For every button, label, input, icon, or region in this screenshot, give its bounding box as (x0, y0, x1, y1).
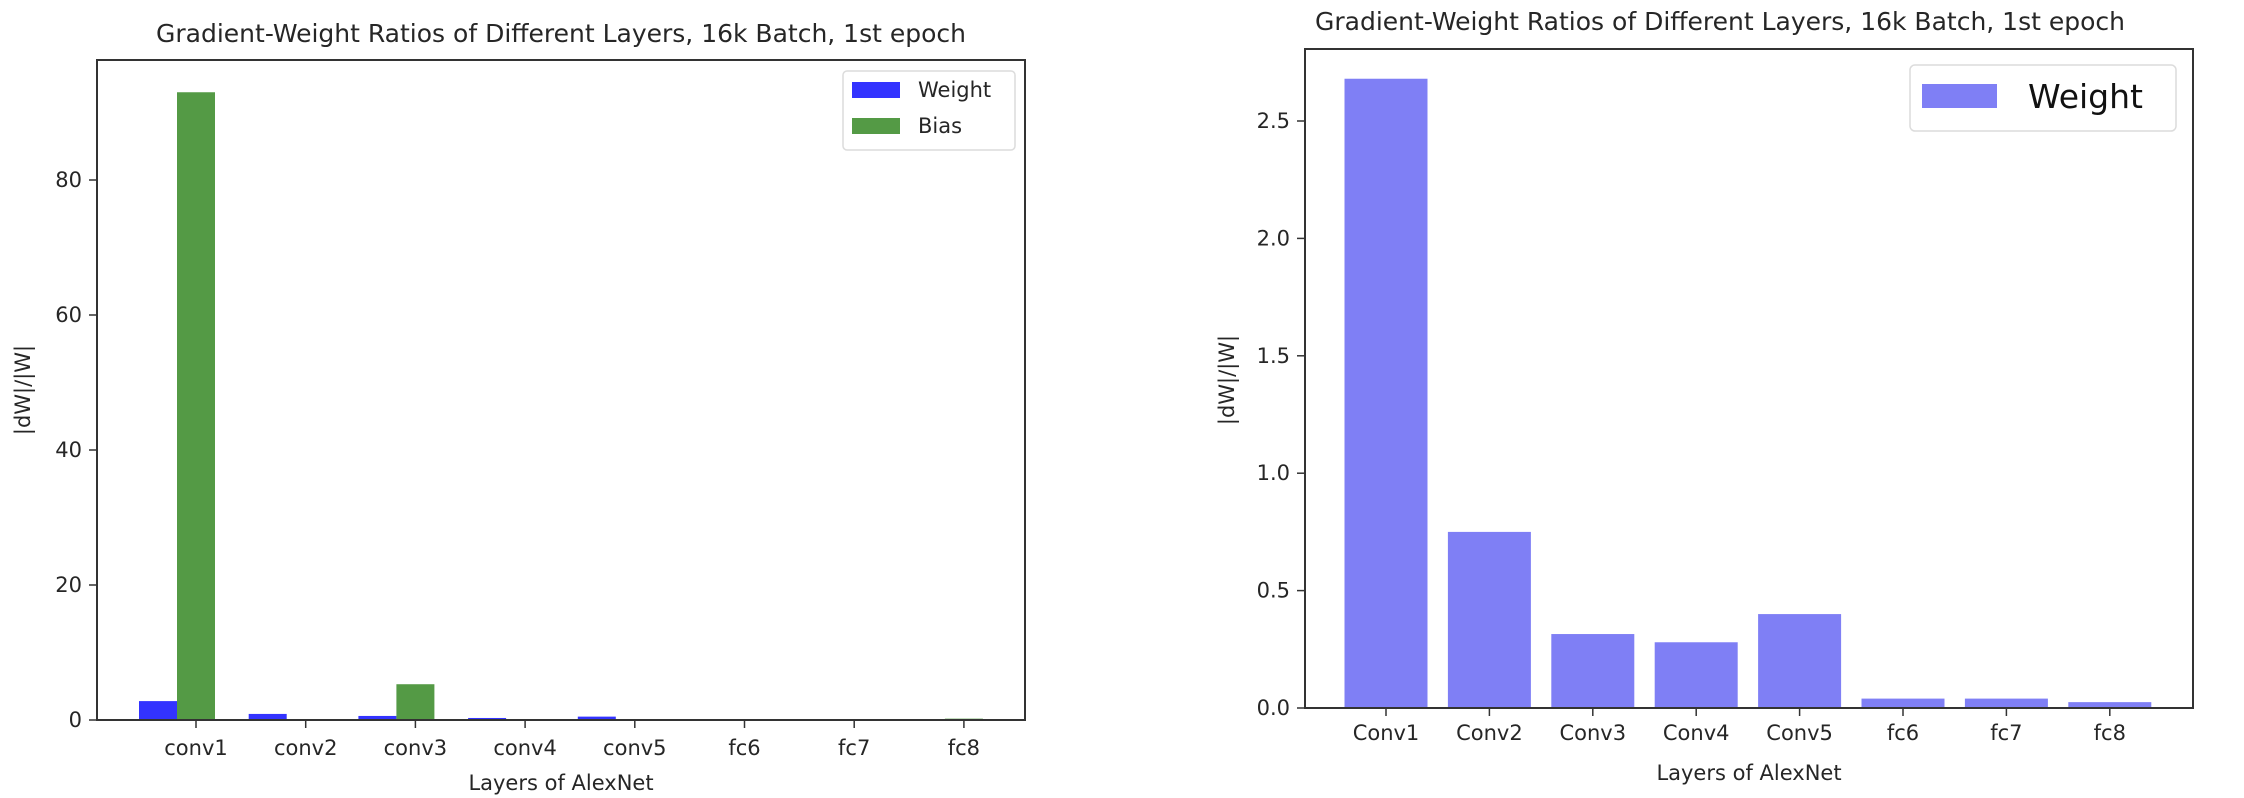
y-tick-label: 0.0 (1257, 696, 1290, 720)
right-legend-box (1909, 64, 2177, 132)
x-tick-label: fc7 (838, 736, 870, 760)
bar-weight-Conv2 (1447, 531, 1531, 708)
x-tick-label: Conv5 (1766, 721, 1833, 745)
bar-weight-conv4 (468, 717, 507, 720)
right-y-axis-label: |dW|/|W| (1215, 335, 1240, 425)
legend-swatch-weight (852, 82, 900, 98)
bar-weight-fc7 (1964, 698, 2048, 708)
bar-weight-conv2 (248, 713, 287, 720)
y-tick-label: 2.0 (1257, 226, 1290, 250)
x-tick-label: Conv4 (1663, 721, 1730, 745)
x-tick-label: conv2 (274, 736, 338, 760)
legend-swatch-bias (852, 118, 900, 134)
y-tick-label: 20 (55, 573, 82, 597)
x-tick-label: Conv3 (1559, 721, 1626, 745)
bar-weight-Conv4 (1654, 642, 1738, 708)
left-chart: Gradient-Weight Ratios of Different Laye… (11, 19, 1026, 795)
legend-label-bias: Bias (918, 114, 962, 138)
x-tick-label: Conv2 (1456, 721, 1523, 745)
left-y-axis-ticks: 0 20 40 60 80 (55, 168, 97, 732)
y-tick-label: 2.5 (1257, 109, 1290, 133)
bar-bias-conv1 (177, 92, 215, 720)
y-tick-label: 0.5 (1257, 579, 1290, 603)
x-tick-label: conv3 (384, 736, 448, 760)
x-tick-label: fc8 (948, 736, 980, 760)
left-x-axis-label: Layers of AlexNet (468, 771, 653, 795)
right-x-axis-ticks: Conv1 Conv2 Conv3 Conv4 Conv5 fc6 fc7 fc8 (1353, 708, 2126, 745)
y-tick-label: 40 (55, 438, 82, 462)
bar-weight-fc8 (2068, 702, 2152, 708)
x-tick-label: fc8 (2094, 721, 2126, 745)
x-tick-label: fc7 (1990, 721, 2022, 745)
left-legend: Weight Bias (842, 70, 1016, 151)
bar-weight-Conv1 (1344, 78, 1428, 708)
left-x-axis-ticks: conv1 conv2 conv3 conv4 conv5 fc6 fc7 fc8 (164, 720, 980, 760)
bar-bias-conv3 (396, 684, 435, 720)
right-bars (1344, 78, 2152, 708)
left-plot-frame (96, 59, 1026, 721)
right-chart: Gradient-Weight Ratios of Different Laye… (1215, 7, 2194, 785)
bar-weight-conv1 (139, 701, 177, 720)
left-bars (139, 92, 983, 720)
y-tick-label: 1.0 (1257, 461, 1290, 485)
bar-weight-Conv5 (1758, 614, 1842, 708)
bar-weight-conv3 (358, 715, 397, 720)
bar-weight-conv5 (577, 716, 616, 720)
bar-weight-Conv3 (1551, 634, 1635, 708)
left-y-axis-label: |dW|/|W| (11, 345, 36, 435)
legend-label-weight: Weight (918, 78, 991, 102)
x-tick-label: conv5 (603, 736, 667, 760)
right-y-axis-ticks: 0.0 0.5 1.0 1.5 2.0 2.5 (1257, 109, 1305, 720)
y-tick-label: 0 (69, 708, 82, 732)
right-legend: Weight (1909, 64, 2177, 132)
x-tick-label: conv4 (493, 736, 557, 760)
y-tick-label: 80 (55, 168, 82, 192)
legend-swatch-weight (1922, 84, 1997, 108)
y-tick-label: 1.5 (1257, 344, 1290, 368)
bar-weight-fc6 (1861, 698, 1945, 708)
left-chart-title: Gradient-Weight Ratios of Different Laye… (156, 19, 966, 48)
right-chart-title: Gradient-Weight Ratios of Different Laye… (1315, 7, 2125, 36)
x-tick-label: fc6 (728, 736, 760, 760)
right-plot-frame (1304, 48, 2194, 709)
right-x-axis-label: Layers of AlexNet (1656, 761, 1841, 785)
x-tick-label: Conv1 (1353, 721, 1420, 745)
x-tick-label: fc6 (1887, 721, 1919, 745)
legend-label-weight: Weight (2028, 77, 2143, 116)
x-tick-label: conv1 (164, 736, 228, 760)
y-tick-label: 60 (55, 303, 82, 327)
